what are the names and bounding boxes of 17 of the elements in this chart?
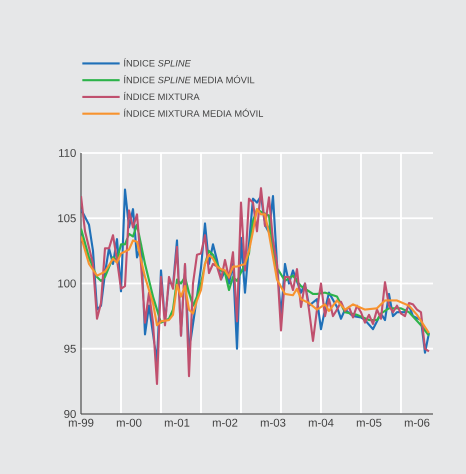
x-tick-label: m-04 [308, 418, 334, 427]
legend-label: ÍNDICE MIXTURA MEDIA MÓVIL [124, 108, 264, 117]
x-tick-label: m-05 [356, 418, 382, 427]
x-tick-label: m-06 [404, 418, 430, 427]
legend-label: ÍNDICE SPLINE MEDIA MÓVIL [124, 75, 254, 84]
x-tick-label: m-02 [212, 418, 238, 427]
y-tick-label: 100 [58, 279, 76, 288]
y-tick-label: 90 [64, 410, 76, 418]
legend-label: ÍNDICE MIXTURA [124, 92, 200, 100]
x-tick-label: m-01 [164, 418, 190, 427]
legend-label: ÍNDICE SPLINE [124, 58, 191, 67]
y-tick-label: 105 [58, 214, 76, 222]
y-tick-label: 110 [59, 148, 76, 158]
x-tick-label: m-00 [116, 418, 142, 427]
x-tick-label: m-03 [260, 418, 286, 427]
x-tick-label: m-99 [68, 418, 94, 427]
y-tick-label: 95 [64, 344, 76, 353]
